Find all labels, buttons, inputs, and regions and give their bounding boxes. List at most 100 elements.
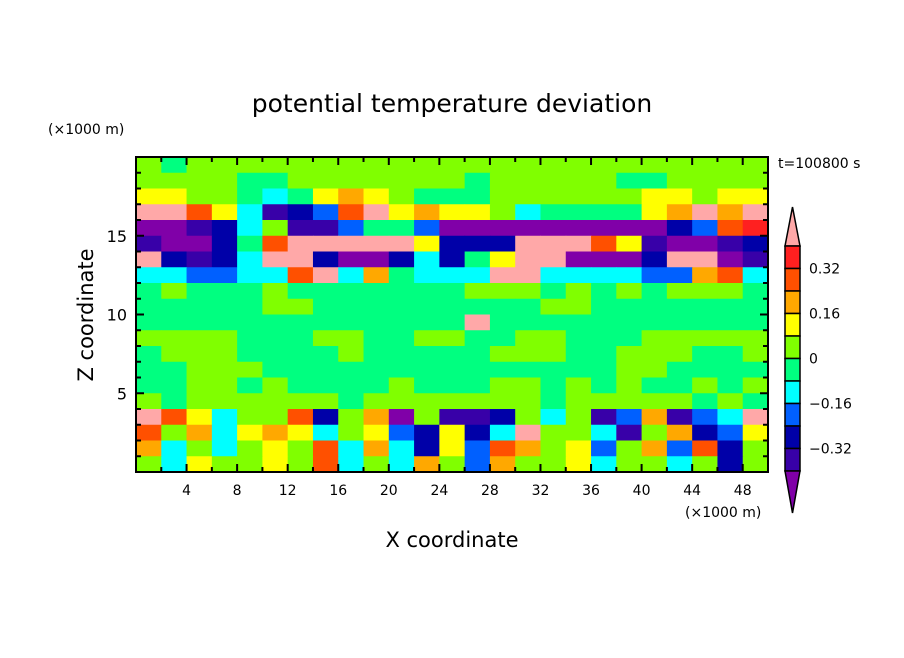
heatmap-cell [363,298,390,315]
heatmap-cell [363,440,390,457]
heatmap-cell [161,251,188,268]
heatmap-cell [641,172,668,189]
heatmap-cell [161,393,188,410]
colorbar-tick-label: −0.16 [809,397,852,413]
heatmap-cell [464,330,491,347]
heatmap-cell [439,346,466,363]
heatmap-cell [338,314,365,331]
heatmap-cell [211,377,238,394]
heatmap-cell [742,220,769,237]
heatmap-cell [312,424,339,441]
heatmap-cell [591,440,617,457]
heatmap-cell [591,298,617,315]
heatmap-cell [136,188,162,205]
heatmap-cell [439,267,466,284]
heatmap-cell [414,361,440,378]
heatmap-cell [464,314,491,331]
heatmap-cell [540,220,567,237]
heatmap-cell [237,409,263,426]
heatmap-cell [641,424,668,441]
heatmap-cell [161,440,188,457]
heatmap-cell [338,298,365,315]
heatmap-cell [414,314,440,331]
heatmap-cell [692,424,718,441]
heatmap-cell [591,393,617,410]
heatmap-cell [211,393,238,410]
heatmap-cell [540,283,567,300]
heatmap-cell [388,409,415,426]
heatmap-cell [338,204,365,221]
heatmap-cell [439,456,466,473]
heatmap-cell [161,298,188,315]
heatmap-cell [616,377,643,394]
heatmap-cell [540,172,567,189]
heatmap-cell [515,267,541,284]
heatmap-cell [489,393,516,410]
heatmap-cell [692,204,718,221]
heatmap-cell [312,298,339,315]
heatmap-cell [262,361,289,378]
heatmap-cell [515,440,541,457]
x-tick-label: 32 [532,483,550,499]
heatmap-cell [186,456,213,473]
heatmap-cell [692,330,718,347]
heatmap-cell [540,251,567,268]
heatmap-cell [489,172,516,189]
heatmap-cell [464,377,491,394]
heatmap-cell [591,204,617,221]
heatmap-cell [186,377,213,394]
heatmap-cell [211,409,238,426]
colorbar-swatch [784,267,801,292]
heatmap-cell [287,157,314,174]
colorbar-tick-label: −0.32 [809,442,852,458]
heatmap-cell [312,409,339,426]
heatmap-cell [262,424,289,441]
heatmap-cell [616,157,643,174]
heatmap-cell [161,409,188,426]
colorbar-swatch [784,357,801,382]
heatmap-cell [211,172,238,189]
heatmap-cell [666,220,693,237]
heatmap-cell [717,298,744,315]
heatmap-cell [338,361,365,378]
heatmap-cell [287,314,314,331]
heatmap-cell [287,361,314,378]
heatmap-cell [666,409,693,426]
heatmap-cell [287,298,314,315]
heatmap-cell [136,251,162,268]
heatmap-cell [211,456,238,473]
x-axis-label: X coordinate [385,528,518,552]
heatmap-cell [641,251,668,268]
heatmap-cell [287,377,314,394]
heatmap-cell [641,314,668,331]
heatmap-cell [489,188,516,205]
heatmap-cell [439,314,466,331]
heatmap-cell [414,157,440,174]
heatmap-cell [515,283,541,300]
heatmap-cell [338,424,365,441]
heatmap-cell [489,267,516,284]
heatmap-cell [186,440,213,457]
heatmap-cell [489,251,516,268]
heatmap-cell [338,393,365,410]
x-tick-label: 44 [683,483,701,499]
heatmap-cell [136,409,162,426]
heatmap-cell [641,204,668,221]
colorbar-swatch [784,380,801,405]
heatmap-cell [186,267,213,284]
heatmap-cell [742,314,769,331]
heatmap-cell [515,157,541,174]
heatmap-cell [742,235,769,252]
heatmap-cell [136,267,162,284]
heatmap-cell [363,361,390,378]
heatmap-cell [666,204,693,221]
heatmap-cell [237,440,263,457]
heatmap-cell [666,440,693,457]
heatmap-cell [489,330,516,347]
colorbar-swatch [784,312,801,337]
heatmap-cell [414,393,440,410]
heatmap-cell [692,314,718,331]
heatmap-cell [464,456,491,473]
heatmap-cell [717,220,744,237]
heatmap-cell [641,409,668,426]
